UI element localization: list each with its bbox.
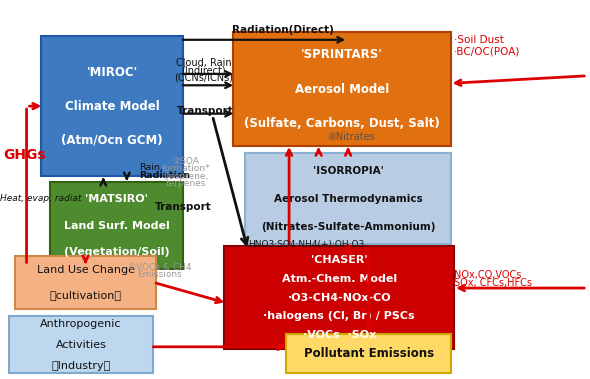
- Text: (Sulfate, Carbons, Dust, Salt): (Sulfate, Carbons, Dust, Salt): [244, 117, 440, 130]
- Text: Emissions: Emissions: [137, 269, 182, 279]
- Text: （Industry）: （Industry）: [51, 361, 111, 371]
- Text: Cloud, Rain: Cloud, Rain: [176, 58, 231, 67]
- FancyBboxPatch shape: [50, 182, 183, 269]
- Text: Rain,: Rain,: [139, 163, 162, 172]
- Text: Aerosol Model: Aerosol Model: [295, 83, 389, 96]
- Text: ·O3-CH4-NOx-CO: ·O3-CH4-NOx-CO: [287, 293, 391, 302]
- Text: （cultivation）: （cultivation）: [50, 290, 122, 300]
- Text: SOx, CFCs,HFCs: SOx, CFCs,HFCs: [454, 278, 532, 288]
- Text: 'MATSIRO': 'MATSIRO': [85, 194, 148, 204]
- Text: (Nitrates-Sulfate-Ammonium): (Nitrates-Sulfate-Ammonium): [261, 222, 435, 232]
- Text: (Isoprene,: (Isoprene,: [163, 172, 208, 181]
- Text: Transport: Transport: [177, 106, 234, 116]
- FancyBboxPatch shape: [9, 316, 153, 373]
- Text: (Indirect): (Indirect): [181, 65, 226, 75]
- Text: Radiation(Direct): Radiation(Direct): [232, 25, 334, 34]
- Text: 'ISORROPIA': 'ISORROPIA': [313, 166, 384, 175]
- FancyBboxPatch shape: [41, 36, 183, 176]
- Text: Land Use Change: Land Use Change: [37, 265, 135, 275]
- Text: 'SPRINTARS': 'SPRINTARS': [301, 49, 383, 61]
- Text: Aerosol Thermodynamics: Aerosol Thermodynamics: [274, 194, 422, 204]
- Text: ①VOCs & CH4: ①VOCs & CH4: [127, 263, 191, 272]
- Text: ·BC/OC(POA): ·BC/OC(POA): [454, 46, 520, 56]
- Text: (CCNs/ICNs): (CCNs/ICNs): [174, 73, 233, 83]
- Text: 'CHASER': 'CHASER': [311, 255, 368, 265]
- Text: Transport: Transport: [155, 202, 211, 211]
- Text: ·halogens (Cl, Br) / PSCs: ·halogens (Cl, Br) / PSCs: [264, 312, 415, 321]
- Text: (Vegetation/Soil): (Vegetation/Soil): [64, 247, 169, 257]
- Text: Radiation: Radiation: [139, 171, 190, 180]
- Text: Heat, evap, radiat: Heat, evap, radiat: [0, 194, 81, 203]
- Text: (Atm/Ocn GCM): (Atm/Ocn GCM): [61, 134, 163, 147]
- FancyBboxPatch shape: [233, 32, 451, 146]
- Text: ·VOCs  ·SOx: ·VOCs ·SOx: [303, 330, 376, 340]
- Text: Atm.-Chem. Model: Atm.-Chem. Model: [281, 274, 397, 283]
- FancyBboxPatch shape: [286, 334, 451, 373]
- Text: formation*: formation*: [162, 164, 210, 173]
- Text: Climate Model: Climate Model: [65, 100, 159, 113]
- FancyBboxPatch shape: [15, 256, 156, 309]
- Text: Anthropogenic: Anthropogenic: [40, 319, 122, 329]
- Text: terpenes: terpenes: [166, 179, 206, 188]
- Text: HNO3·SO4·NH4(+)·OH·O3: HNO3·SO4·NH4(+)·OH·O3: [248, 240, 364, 249]
- Text: GHGs: GHGs: [3, 149, 45, 162]
- Text: Activities: Activities: [55, 340, 107, 350]
- FancyBboxPatch shape: [224, 246, 454, 349]
- Text: NOx,CO,VOCs: NOx,CO,VOCs: [454, 270, 522, 280]
- Text: ·Soil Dust: ·Soil Dust: [454, 35, 504, 45]
- Text: Land Surf. Model: Land Surf. Model: [64, 221, 169, 230]
- Text: ②SOA: ②SOA: [172, 157, 199, 166]
- FancyBboxPatch shape: [245, 153, 451, 244]
- Text: ④Nitrates: ④Nitrates: [327, 132, 375, 142]
- Text: 'MIROC': 'MIROC': [87, 66, 137, 78]
- Text: Pollutant Emissions: Pollutant Emissions: [304, 347, 434, 360]
